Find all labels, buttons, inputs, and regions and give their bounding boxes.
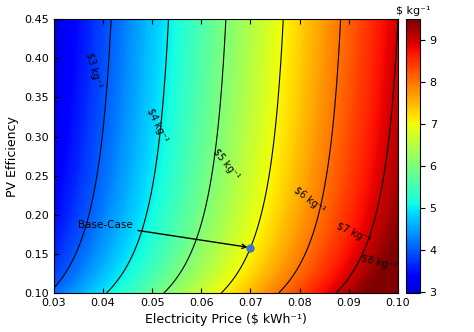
Text: Base-Case: Base-Case bbox=[78, 220, 246, 248]
Y-axis label: PV Efficiency: PV Efficiency bbox=[6, 116, 18, 197]
Title: $ kg⁻¹: $ kg⁻¹ bbox=[396, 6, 430, 16]
X-axis label: Electricity Price ($ kWh⁻¹): Electricity Price ($ kWh⁻¹) bbox=[145, 313, 307, 326]
Text: $3 kg⁻¹: $3 kg⁻¹ bbox=[83, 51, 102, 89]
Text: $6 kg⁻¹: $6 kg⁻¹ bbox=[292, 186, 327, 216]
Text: $5 kg⁻¹: $5 kg⁻¹ bbox=[211, 146, 241, 181]
Text: $4 kg⁻¹: $4 kg⁻¹ bbox=[145, 106, 169, 143]
Text: $7 kg⁻¹: $7 kg⁻¹ bbox=[335, 221, 372, 246]
Text: $8 kg⁻¹: $8 kg⁻¹ bbox=[360, 254, 397, 273]
